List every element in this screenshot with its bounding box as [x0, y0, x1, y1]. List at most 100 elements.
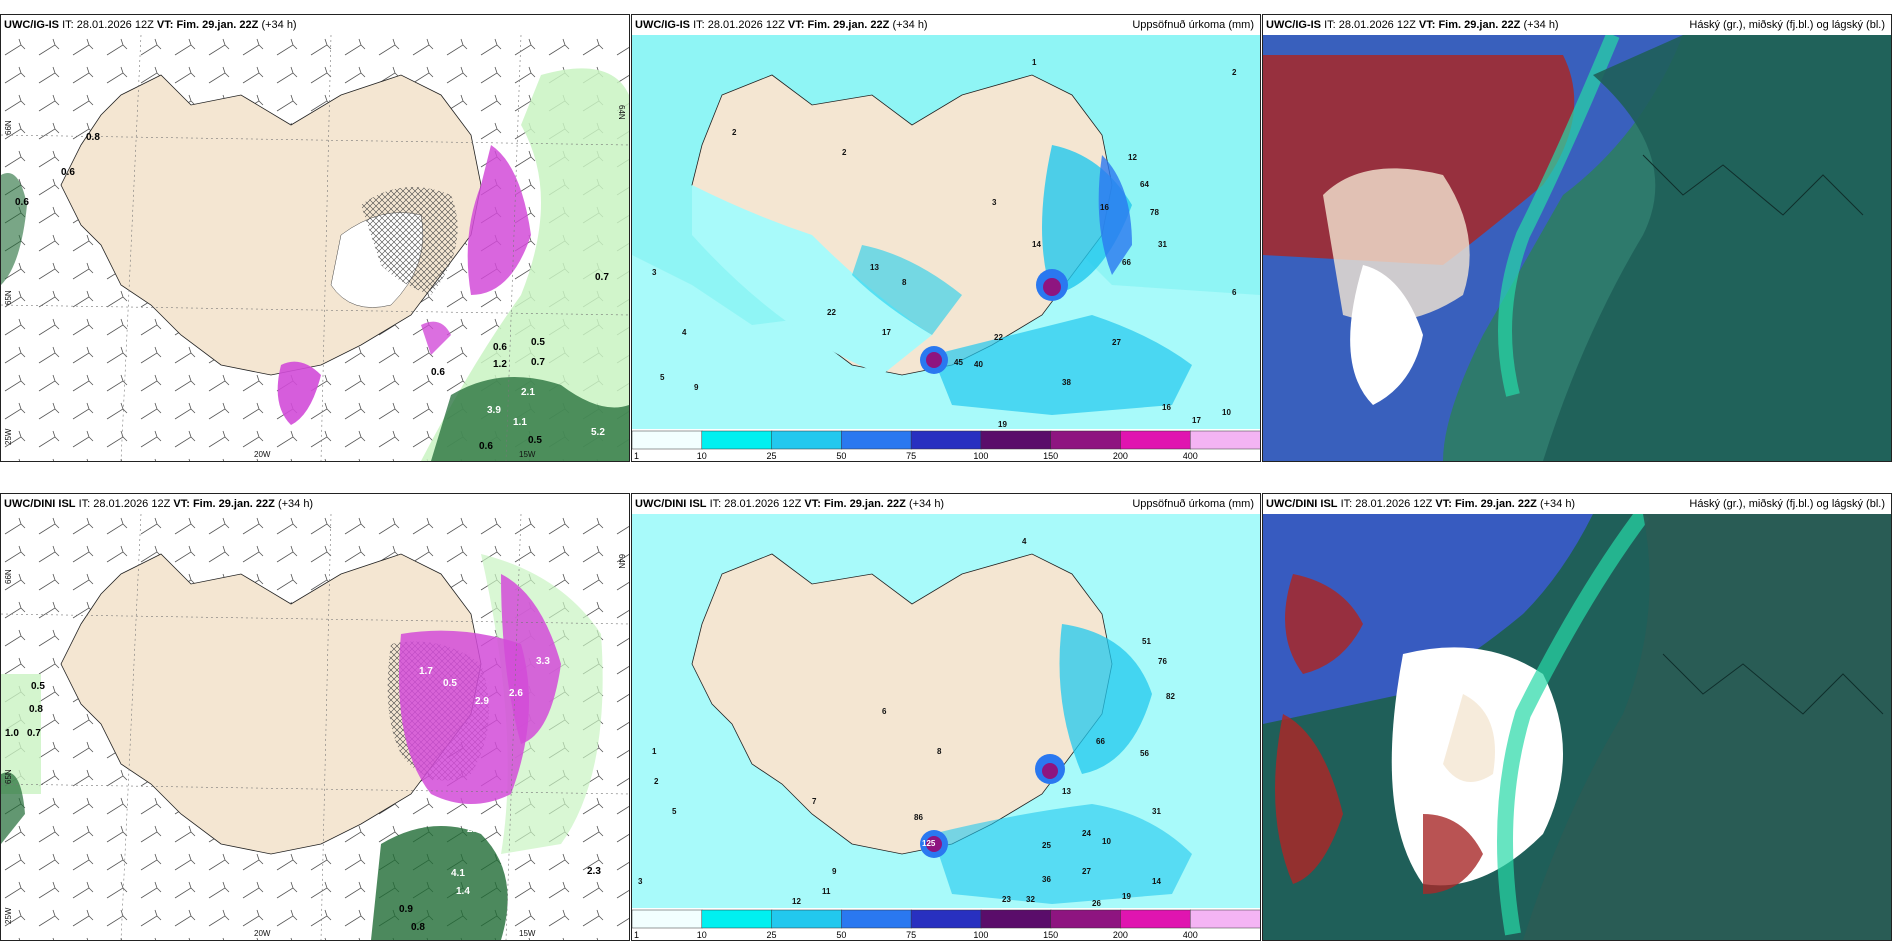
colorbar-segment	[1189, 909, 1260, 929]
colorbar-tick-label: 50	[836, 930, 846, 940]
colorbar-tick-label: 200	[1113, 930, 1128, 940]
init-time: 28.01.2026 12Z	[707, 19, 785, 31]
snow-value: 2.1	[521, 387, 535, 398]
colorbar-tick-label: 150	[1043, 451, 1058, 461]
snow-map[interactable]: 66N 65N 64N 25W 20W 15W 0.5 0.8 1.0 0.7 …	[1, 514, 629, 940]
colorbar-tick-label: 75	[906, 451, 916, 461]
model-name: UWC/IG-IS	[1266, 19, 1321, 31]
precip-value: 45	[954, 358, 963, 367]
colorbar-tick-label: 25	[767, 451, 777, 461]
panel-header: UWC/DINI ISL IT: 28.01.2026 12Z VT: Fim.…	[1263, 494, 1891, 514]
precip-map[interactable]: 1 2 3 4 5 6 7 8 9 10 11 12 13 14 19 23 2…	[632, 514, 1260, 908]
precip-value: 23	[1002, 895, 1011, 904]
panel-header: UWC/DINI ISL IT: 28.01.2026 12Z VT: Fim.…	[632, 494, 1260, 514]
precip-value: 31	[1152, 807, 1161, 816]
precip-value: 2	[654, 777, 659, 786]
map-title: Háský (gr.), miðský (fj.bl.) og lágský (…	[1689, 19, 1885, 31]
precip-value: 8	[937, 747, 942, 756]
snow-value: 1.7	[419, 666, 433, 677]
precip-value: 26	[1092, 899, 1101, 908]
precip-value: 24	[1082, 829, 1091, 838]
colorbar-tick-label: 75	[906, 930, 916, 940]
precip-value: 86	[914, 813, 923, 822]
colorbar-segment	[1189, 430, 1260, 450]
map-title: Uppsöfnuð úrkoma (mm)	[1132, 498, 1254, 510]
snow-panel-dini: UWC/DINI ISL IT: 28.01.2026 12Z VT: Fim.…	[0, 493, 630, 941]
grid-label: 15W	[519, 929, 536, 938]
snow-value: 3.3	[536, 656, 550, 667]
init-time: 28.01.2026 12Z	[93, 498, 171, 510]
precip-value: 22	[827, 308, 836, 317]
grid-label: 66N	[4, 569, 13, 584]
precip-value: 32	[1026, 895, 1035, 904]
colorbar-tick-label: 400	[1183, 451, 1198, 461]
grid-label: 20W	[254, 929, 271, 938]
precip-value: 11	[822, 887, 831, 896]
precip-value: 13	[1062, 787, 1071, 796]
precip-value: 3	[992, 198, 997, 207]
precip-value: 25	[1042, 841, 1051, 850]
colorbar-tick-label: 1	[634, 930, 639, 940]
precip-value: 6	[1232, 288, 1237, 297]
precip-value: 66	[1122, 258, 1131, 267]
cloud-panel-dini: UWC/DINI ISL IT: 28.01.2026 12Z VT: Fim.…	[1262, 493, 1892, 941]
colorbar-tick-label: 150	[1043, 930, 1058, 940]
precip-value: 17	[882, 328, 891, 337]
lead-time: (+34 h)	[1523, 19, 1559, 31]
precip-map[interactable]: 1 2 2 2 3 3 4 5 9 8 13 22 17 45 40 38 27…	[632, 35, 1260, 429]
snow-value: 2.3	[587, 866, 601, 877]
colorbar-tick-label: 100	[973, 451, 988, 461]
snow-value: 0.5	[531, 337, 545, 348]
precip-panel-igis: UWC/IG-IS IT: 28.01.2026 12Z VT: Fim. 29…	[631, 14, 1261, 462]
precip-value: 31	[1158, 240, 1167, 249]
precip-colorbar: 1 10 25 50 75 100 150 200 400	[632, 908, 1260, 940]
map-title: Háský (gr.), miðský (fj.bl.) og lágský (…	[1689, 498, 1885, 510]
grid-label: 64N	[617, 554, 626, 569]
precip-value: 9	[694, 383, 699, 392]
precip-value: 13	[870, 263, 879, 272]
init-time: 28.01.2026 12Z	[724, 498, 802, 510]
colorbar-tick-label: 100	[973, 930, 988, 940]
colorbar-segment	[910, 909, 982, 929]
precip-value: 4	[682, 328, 687, 337]
cloud-map[interactable]	[1263, 35, 1891, 461]
snow-value: 0.6	[431, 367, 445, 378]
precip-value: 5	[660, 373, 665, 382]
lead-time: (+34 h)	[277, 498, 314, 510]
panel-header: UWC/IG-IS IT: 28.01.2026 12Z VT: Fim. 29…	[1263, 15, 1891, 35]
precip-value: 9	[832, 867, 837, 876]
colorbar-segment	[701, 430, 773, 450]
precip-value: 6	[882, 707, 887, 716]
colorbar-segment	[841, 430, 912, 450]
precip-value: 5	[672, 807, 677, 816]
precip-value: 3	[652, 268, 657, 277]
snow-value: 0.9	[399, 904, 413, 915]
precip-value: 2	[842, 148, 847, 157]
panel-header: UWC/IG-IS IT: 28.01.2026 12Z VT: Fim. 29…	[632, 15, 1260, 35]
model-name: UWC/IG-IS	[635, 19, 690, 31]
precip-value: 27	[1082, 867, 1091, 876]
snow-value: 0.7	[595, 272, 609, 283]
snow-value: 1.2	[493, 359, 507, 370]
precip-value: 76	[1158, 657, 1167, 666]
snow-value: 0.8	[86, 132, 100, 143]
precip-value: 82	[1166, 692, 1175, 701]
model-name: UWC/DINI ISL	[1266, 498, 1338, 510]
grid-label: 66N	[4, 120, 13, 135]
valid-time: Fim. 29.jan. 22Z	[1454, 498, 1537, 510]
colorbar-segment	[910, 430, 982, 450]
precip-value: 27	[1112, 338, 1121, 347]
snow-value: 2.6	[509, 688, 523, 699]
snow-value: 1.4	[456, 886, 470, 897]
precip-value: 78	[1150, 208, 1159, 217]
colorbar-tick-label: 25	[767, 930, 777, 940]
colorbar-segment	[1050, 430, 1122, 450]
precip-value: 22	[994, 333, 1003, 342]
cloud-map[interactable]	[1263, 514, 1891, 940]
precip-value: 10	[1222, 408, 1231, 417]
snow-map[interactable]: 66N 65N 64N 25W 20W 15W 0.6 0.6 0.8 0.6 …	[1, 35, 629, 461]
colorbar-segment	[771, 430, 843, 450]
snow-value: 1.1	[513, 417, 527, 428]
grid-label: 15W	[519, 450, 536, 459]
grid-label: 64N	[617, 105, 626, 120]
